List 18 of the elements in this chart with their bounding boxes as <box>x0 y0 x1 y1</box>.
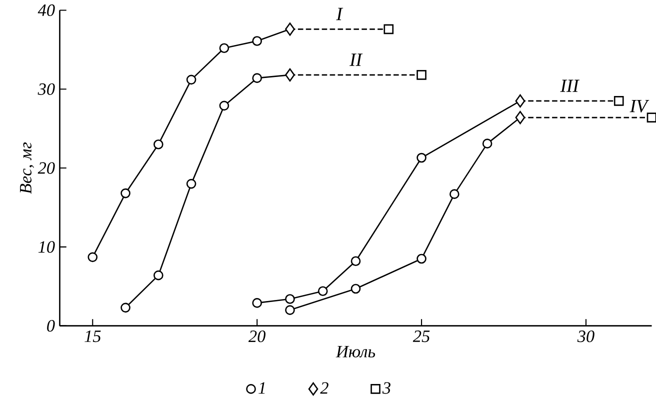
y-tick-label: 10 <box>38 240 55 253</box>
series-label: I <box>336 8 344 20</box>
legend-label: 1 <box>258 382 265 394</box>
y-tick-label: 20 <box>38 162 55 174</box>
x-tick-label: 25 <box>412 330 430 342</box>
x-tick-label: 15 <box>84 330 101 342</box>
y-tick-label: 30 <box>38 83 55 95</box>
series-label: III <box>560 79 580 92</box>
series-label: II <box>349 53 363 66</box>
x-tick-label: 20 <box>248 330 266 342</box>
legend-label: 3 <box>382 382 390 394</box>
y-tick-label: 0 <box>47 320 55 332</box>
y-axis-title: Вес, мг <box>20 142 34 194</box>
x-tick-label: 30 <box>577 330 594 342</box>
y-tick-label: 40 <box>38 4 55 16</box>
series-label: IV <box>630 100 650 112</box>
x-axis-title: Июль <box>336 346 376 358</box>
legend-label: 2 <box>320 382 328 394</box>
